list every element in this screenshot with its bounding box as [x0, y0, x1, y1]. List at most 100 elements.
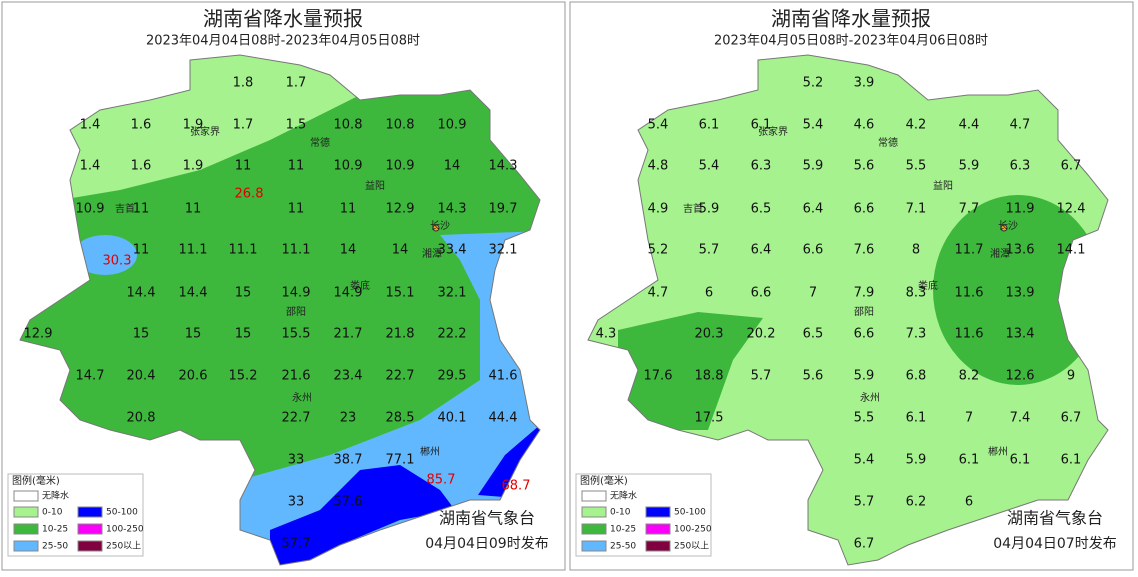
value-label: 1.6 — [131, 118, 152, 133]
value-label: 11 — [133, 243, 150, 258]
value-label: 7.3 — [906, 327, 927, 342]
legend-label: 250以上 — [106, 541, 141, 552]
value-label: 68.7 — [502, 479, 531, 494]
value-label: 6.6 — [751, 286, 772, 301]
value-label: 17.6 — [644, 369, 673, 384]
zone — [270, 465, 455, 565]
issued: 04月04日07时发布 — [993, 536, 1116, 552]
legend-swatch — [645, 523, 671, 535]
agency: 湖南省气象台 — [439, 509, 535, 528]
value-label: 57.6 — [334, 495, 363, 510]
value-label: 14 — [444, 159, 461, 174]
value-label: 15 — [185, 327, 202, 342]
value-label: 15 — [133, 327, 150, 342]
value-label: 11 — [288, 159, 305, 174]
city-label: 常德 — [310, 136, 330, 149]
value-label: 12.9 — [386, 202, 415, 217]
value-label: 5.2 — [648, 243, 669, 258]
value-label: 5.9 — [699, 202, 720, 217]
value-label: 29.5 — [438, 369, 467, 384]
value-label: 33 — [288, 453, 305, 468]
value-label: 4.8 — [648, 159, 669, 174]
value-label: 57.7 — [282, 537, 311, 552]
city-label: 常德 — [878, 136, 898, 149]
value-label: 6.6 — [854, 327, 875, 342]
value-label: 11.1 — [282, 243, 311, 258]
value-label: 7.4 — [1010, 411, 1031, 426]
legend-label: 10-25 — [610, 525, 636, 535]
value-label: 12.4 — [1057, 202, 1086, 217]
panel: 湖南省降水量预报 2023年04月05日08时-2023年04月06日08时张家界… — [569, 1, 1134, 571]
value-label: 6.3 — [751, 159, 772, 174]
value-label: 11 — [133, 202, 150, 217]
value-label: 12.6 — [1006, 369, 1035, 384]
map-title: 湖南省降水量预报 — [203, 7, 363, 31]
value-label: 20.6 — [179, 369, 208, 384]
value-label: 4.9 — [648, 202, 669, 217]
province-border — [19, 54, 541, 566]
zone — [20, 55, 360, 200]
value-label: 6 — [705, 286, 713, 301]
value-label: 1.8 — [233, 76, 254, 91]
value-label: 5.9 — [803, 159, 824, 174]
legend-label: 无降水 — [42, 490, 69, 502]
value-label: 5.4 — [648, 118, 669, 133]
legend-swatch — [13, 523, 39, 535]
value-label: 1.7 — [233, 118, 254, 133]
city-label: 永州 — [860, 391, 880, 404]
value-label: 13.4 — [1006, 327, 1035, 342]
zone — [230, 230, 540, 565]
agency: 湖南省气象台 — [1007, 509, 1103, 528]
value-label: 5.9 — [906, 453, 927, 468]
value-label: 5.2 — [803, 76, 824, 91]
value-label: 38.7 — [334, 453, 363, 468]
value-label: 30.3 — [103, 254, 132, 269]
value-label: 6.8 — [906, 369, 927, 384]
value-label: 5.5 — [906, 159, 927, 174]
city-label: 邵阳 — [286, 306, 306, 318]
value-label: 7 — [809, 286, 817, 301]
legend-swatch — [581, 523, 607, 535]
value-label: 11 — [288, 202, 305, 217]
value-label: 5.4 — [854, 453, 875, 468]
value-label: 6.5 — [803, 327, 824, 342]
value-label: 13.6 — [1006, 243, 1035, 258]
value-label: 9 — [1067, 369, 1075, 384]
value-label: 11.6 — [955, 327, 984, 342]
legend-label: 50-100 — [674, 508, 706, 518]
legend-title: 图例(毫米) — [580, 474, 628, 487]
city-label: 郴州 — [988, 445, 1008, 458]
value-label: 18.8 — [695, 369, 724, 384]
value-label: 14.3 — [489, 159, 518, 174]
value-label: 6.6 — [803, 243, 824, 258]
value-label: 11.1 — [179, 243, 208, 258]
city-label: 张家界 — [758, 125, 788, 138]
value-label: 5.6 — [803, 369, 824, 384]
value-label: 7.9 — [854, 286, 875, 301]
value-label: 4.6 — [854, 118, 875, 133]
value-label: 7.7 — [959, 202, 980, 217]
legend-swatch — [77, 506, 103, 518]
value-label: 7.6 — [854, 243, 875, 258]
panel: 湖南省降水量预报 2023年04月04日08时-2023年04月05日08时张家界… — [1, 1, 566, 571]
zone — [73, 235, 137, 275]
value-label: 22.7 — [386, 369, 415, 384]
value-label: 21.6 — [282, 369, 311, 384]
value-label: 19.7 — [489, 202, 518, 217]
legend-label: 0-10 — [610, 508, 631, 518]
legend-label: 100-250 — [106, 525, 144, 535]
value-label: 6.7 — [1061, 159, 1082, 174]
city-label: 益阳 — [365, 179, 385, 192]
value-label: 11 — [235, 159, 252, 174]
legend-swatch — [13, 490, 39, 502]
legend-label: 0-10 — [42, 508, 63, 518]
value-label: 26.8 — [235, 187, 264, 202]
value-label: 5.9 — [959, 159, 980, 174]
legend-title: 图例(毫米) — [12, 474, 60, 487]
city-label: 益阳 — [933, 179, 953, 192]
value-label: 10.8 — [386, 118, 415, 133]
value-label: 33 — [288, 495, 305, 510]
value-label: 14 — [392, 243, 409, 258]
value-label: 6.1 — [699, 118, 720, 133]
value-label: 22.7 — [282, 411, 311, 426]
